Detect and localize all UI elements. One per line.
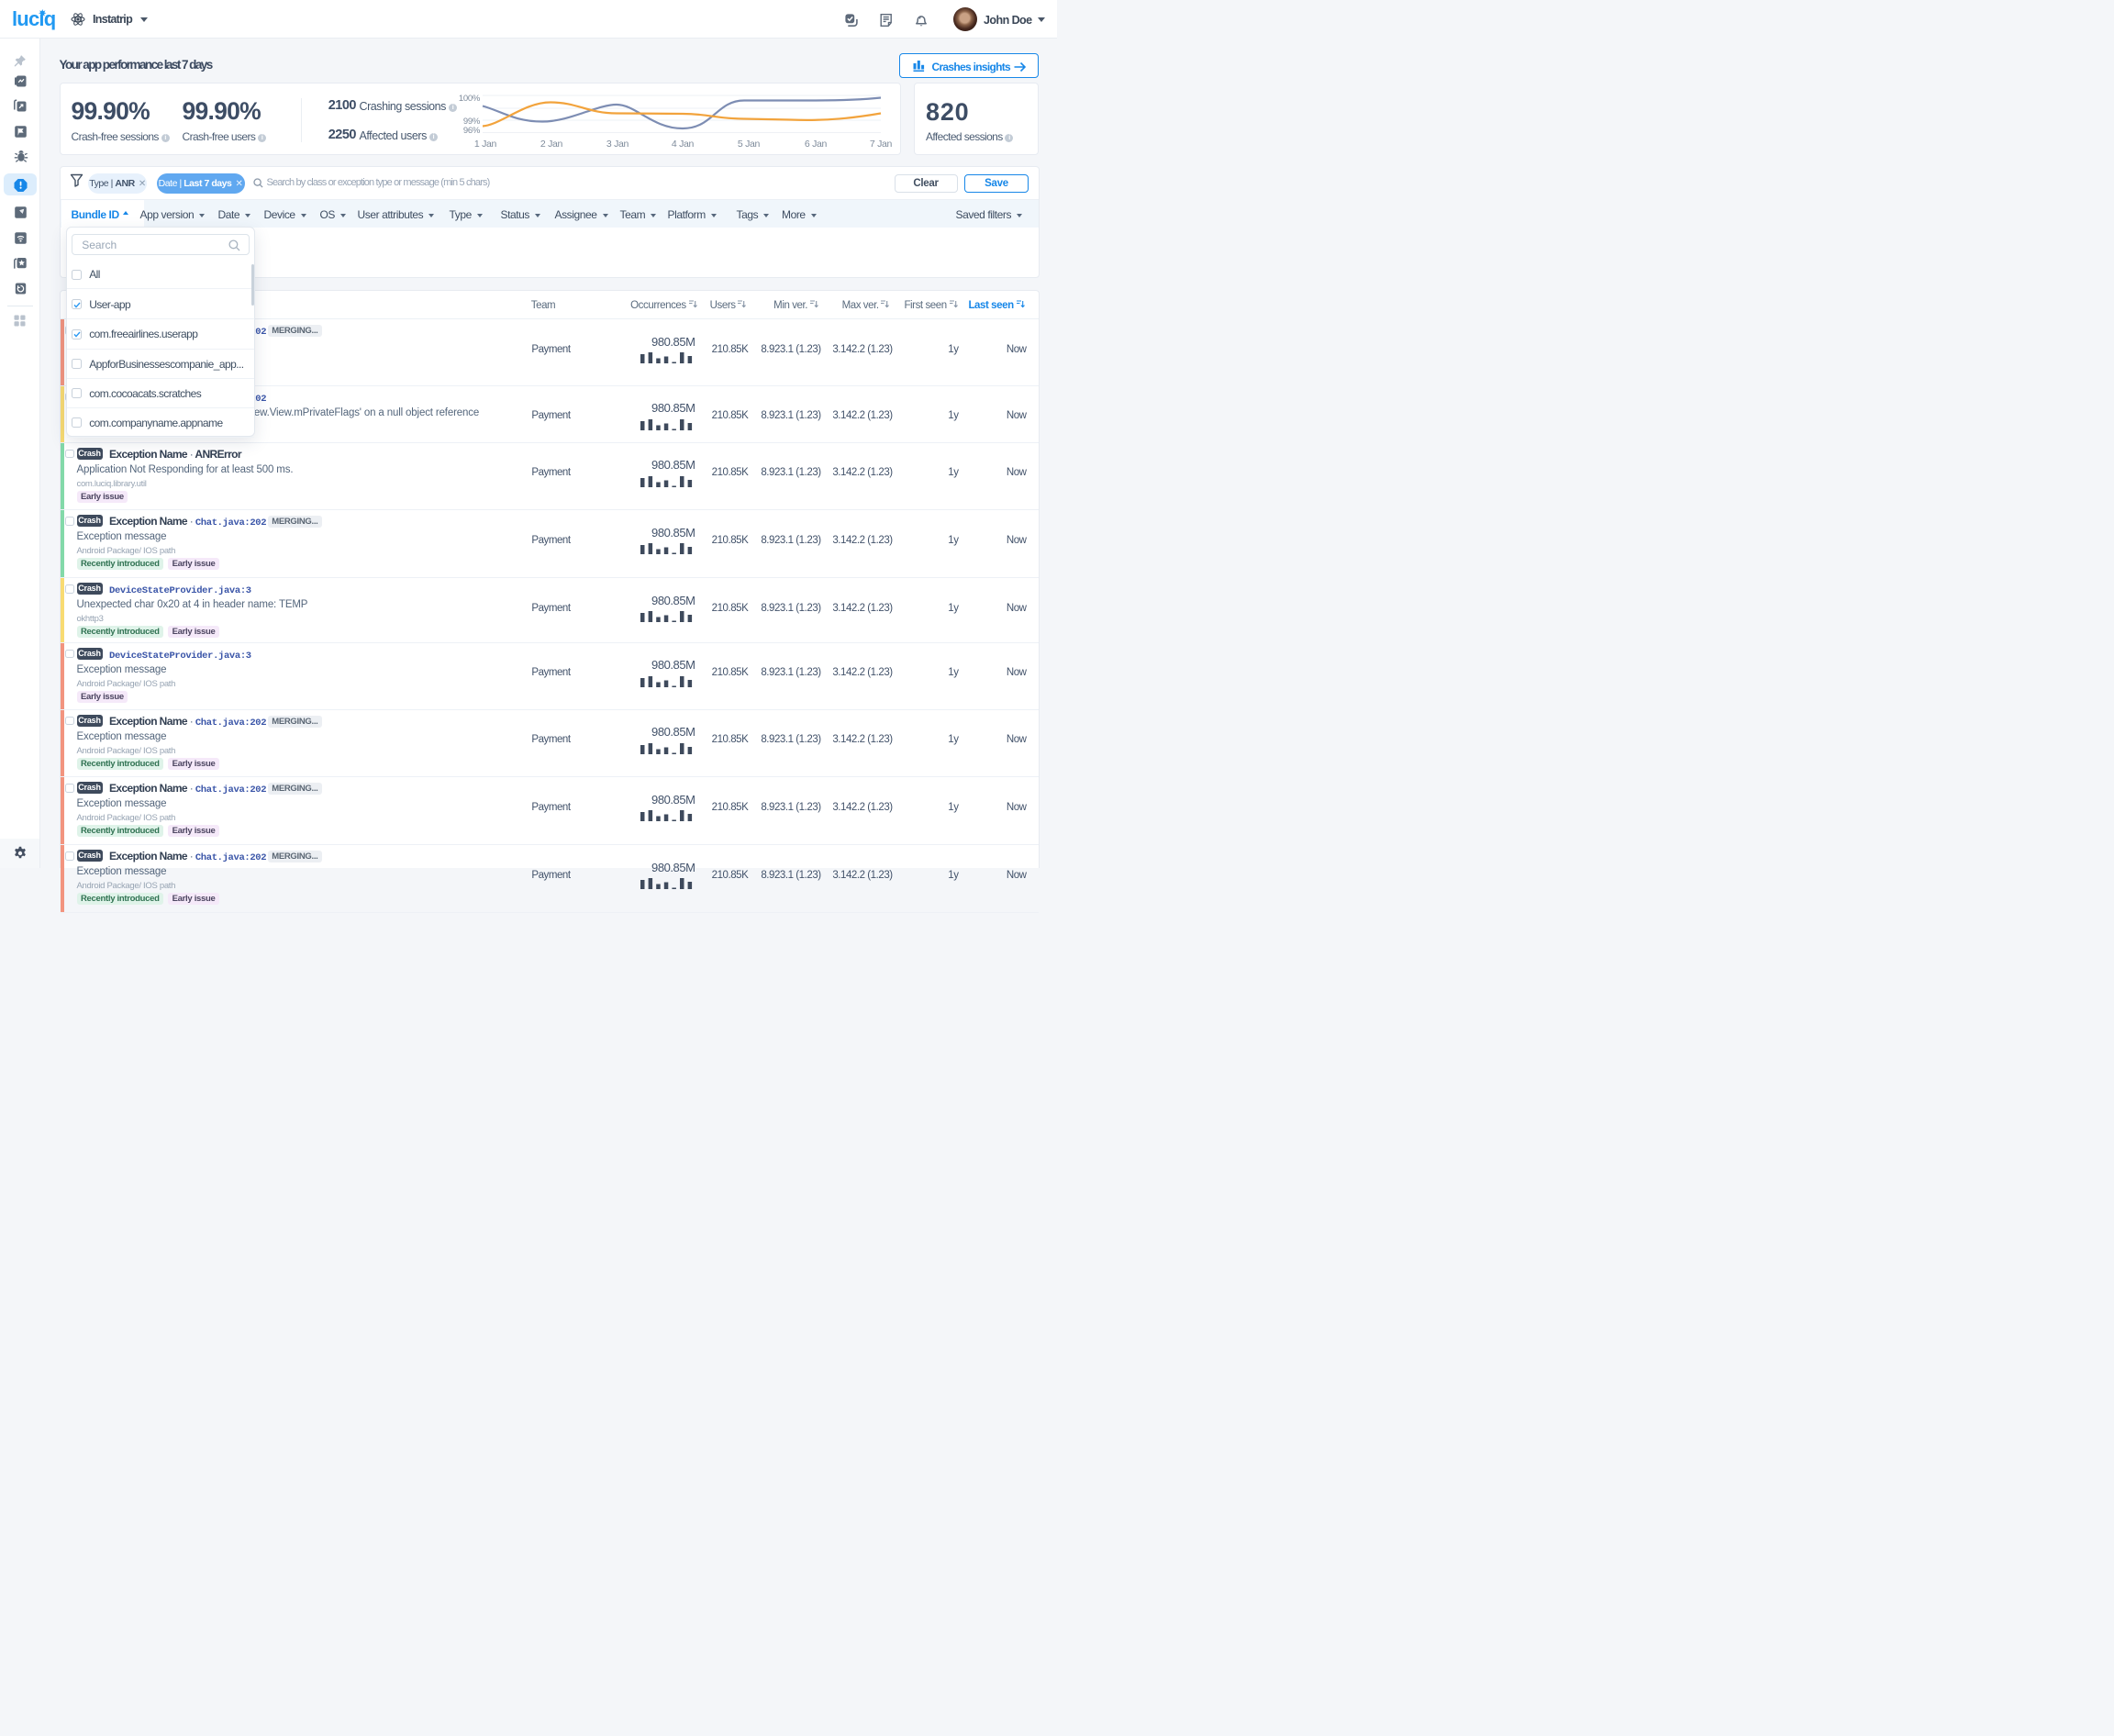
svg-text:5 Jan: 5 Jan: [737, 139, 760, 150]
svg-text:6 Jan: 6 Jan: [804, 139, 827, 150]
svg-text:99%: 99%: [462, 117, 480, 127]
svg-text:4 Jan: 4 Jan: [671, 139, 694, 150]
svg-text:7 Jan: 7 Jan: [869, 139, 891, 150]
svg-text:1 Jan: 1 Jan: [473, 139, 496, 150]
svg-text:96%: 96%: [462, 126, 480, 136]
svg-text:100%: 100%: [458, 94, 480, 104]
svg-text:2 Jan: 2 Jan: [540, 139, 562, 150]
svg-text:3 Jan: 3 Jan: [606, 139, 629, 150]
